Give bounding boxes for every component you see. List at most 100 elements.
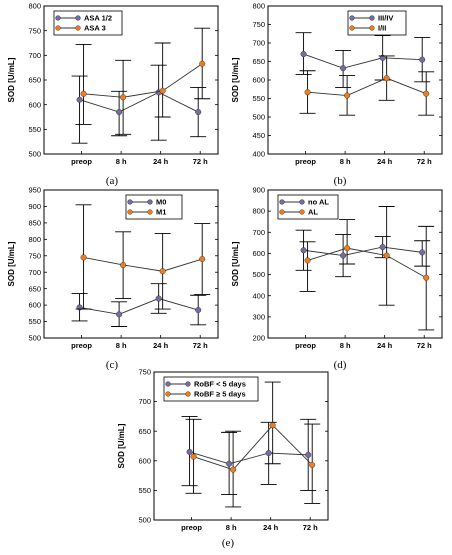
legend-marker xyxy=(349,25,355,31)
data-point xyxy=(304,89,311,96)
y-tick-label: 600 xyxy=(28,100,41,109)
y-tick-label: 700 xyxy=(252,228,265,237)
panel-caption: (d) xyxy=(334,359,347,371)
data-point xyxy=(423,90,430,97)
plot-frame xyxy=(267,189,443,339)
y-tick-label: 600 xyxy=(252,249,265,258)
y-axis-label: SOD [U/mL] xyxy=(7,57,16,102)
legend-box xyxy=(277,194,339,220)
legend-marker xyxy=(349,15,355,21)
y-tick-label: 800 xyxy=(252,207,265,216)
chart-panel-3: 500 550 600 650 700 750 800 850 900 950 preop 8 h 24… xyxy=(7,186,219,371)
y-tick-label: 650 xyxy=(28,76,41,85)
data-point xyxy=(195,307,202,314)
plot-frame xyxy=(153,371,329,521)
legend: III/IVI/II xyxy=(347,10,407,36)
data-point xyxy=(305,451,312,458)
data-point xyxy=(265,450,272,457)
x-tick-label: 24 h xyxy=(153,157,168,166)
series-2 xyxy=(299,206,435,331)
data-point xyxy=(379,244,386,251)
legend-box xyxy=(163,376,259,402)
legend-label: RoBF < 5 days xyxy=(194,380,246,389)
legend-box xyxy=(347,10,407,36)
x-tick-label: 72 h xyxy=(303,523,318,532)
series-1 xyxy=(71,64,207,144)
panel-caption: (e) xyxy=(222,537,235,549)
legend-marker xyxy=(127,209,133,215)
series-line xyxy=(193,424,313,471)
data-point xyxy=(186,448,193,455)
legend-marker xyxy=(75,15,81,21)
data-point xyxy=(199,60,206,67)
data-point xyxy=(344,92,351,99)
x-tick-label: preop xyxy=(71,157,92,166)
legend-marker xyxy=(147,209,153,215)
data-point xyxy=(120,94,127,101)
data-point xyxy=(300,51,307,58)
x-tick-label: 72 h xyxy=(193,157,208,166)
series-1 xyxy=(181,415,317,495)
data-point xyxy=(340,252,347,259)
x-tick-label: 72 h xyxy=(417,341,432,350)
legend-box xyxy=(125,194,183,220)
data-point xyxy=(419,249,426,256)
y-tick-label: 700 xyxy=(138,397,151,406)
data-point xyxy=(116,311,123,318)
x-tick-label: preop xyxy=(295,341,316,350)
x-tick-label: 72 h xyxy=(417,157,432,166)
y-tick-label: 900 xyxy=(28,202,41,211)
y-tick-label: 650 xyxy=(138,427,151,436)
y-tick-label: 750 xyxy=(28,251,41,260)
data-point xyxy=(159,268,166,275)
series-1 xyxy=(295,229,431,278)
legend-label: AL xyxy=(308,208,318,217)
y-tick-label: 850 xyxy=(28,218,41,227)
legend-marker xyxy=(299,199,305,205)
y-tick-label: 550 xyxy=(28,125,41,134)
data-point xyxy=(309,461,316,468)
x-tick-label: 24 h xyxy=(263,523,278,532)
y-tick-label: 700 xyxy=(252,39,265,48)
y-tick-label: 500 xyxy=(138,516,151,525)
y-axis-label: SOD [U/mL] xyxy=(117,423,126,468)
x-tick-label: 8 h xyxy=(116,157,127,166)
y-tick-label: 600 xyxy=(28,301,41,310)
data-point xyxy=(419,56,426,63)
y-tick-label: 300 xyxy=(252,312,265,321)
y-tick-label: 800 xyxy=(28,2,41,11)
legend-marker xyxy=(165,381,171,387)
series-line xyxy=(83,63,203,98)
data-point xyxy=(76,96,83,103)
series-1 xyxy=(295,32,431,88)
legend-marker xyxy=(147,199,153,205)
legend-label: M0 xyxy=(156,198,166,207)
series-2 xyxy=(75,27,211,135)
legend-marker xyxy=(369,25,375,31)
y-tick-label: 550 xyxy=(252,94,265,103)
data-point xyxy=(344,245,351,252)
legend-box xyxy=(53,10,123,36)
x-tick-label: 24 h xyxy=(377,157,392,166)
y-tick-label: 200 xyxy=(252,334,265,343)
y-tick-label: 400 xyxy=(252,291,265,300)
legend-label: RoBF ≥ 5 days xyxy=(194,390,246,399)
data-point xyxy=(423,274,430,281)
y-tick-label: 750 xyxy=(252,20,265,29)
y-axis-label: SOD [U/mL] xyxy=(231,241,240,286)
y-tick-label: 500 xyxy=(28,150,41,159)
x-tick-label: 72 h xyxy=(193,341,208,350)
legend-label: I/II xyxy=(378,24,386,33)
plot-frame xyxy=(43,189,219,339)
data-point xyxy=(80,90,87,97)
series-2 xyxy=(185,381,321,508)
y-tick-label: 400 xyxy=(252,150,265,159)
y-tick-label: 500 xyxy=(252,270,265,279)
y-tick-label: 700 xyxy=(28,51,41,60)
legend-marker xyxy=(185,391,191,397)
legend-marker xyxy=(55,25,61,31)
series-line xyxy=(307,247,427,279)
data-point xyxy=(80,254,87,261)
